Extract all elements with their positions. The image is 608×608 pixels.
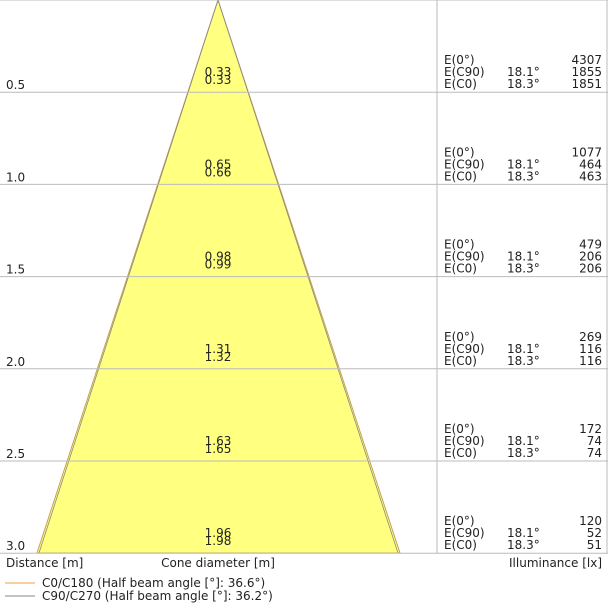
- illuminance: 479: [579, 238, 602, 252]
- label: E(0°): [444, 422, 475, 436]
- distance: 2.0: [6, 355, 25, 369]
- illuminance: 1855: [571, 65, 602, 79]
- angle: 18.3°: [507, 169, 540, 183]
- illuminance: 269: [579, 330, 602, 344]
- label: E(C0): [444, 446, 477, 460]
- angle: 18.1°: [507, 434, 540, 448]
- angle: 18.1°: [507, 526, 540, 540]
- angle: 18.3°: [507, 262, 540, 276]
- label: E(C90): [444, 157, 485, 171]
- label: E(0°): [444, 145, 475, 159]
- illuminance: 464: [579, 157, 602, 171]
- distance: 1.5: [6, 263, 25, 277]
- distance: 2.5: [6, 447, 25, 461]
- label: E(C90): [444, 250, 485, 264]
- distance: 1.0: [6, 170, 25, 184]
- illuminance: 74: [587, 446, 602, 460]
- angle: 18.1°: [507, 157, 540, 171]
- illuminance: 4307: [571, 53, 602, 67]
- illuminance: 52: [587, 526, 602, 540]
- illuminance: 206: [579, 262, 602, 276]
- angle: 18.3°: [507, 77, 540, 91]
- angle: 18.1°: [507, 65, 540, 79]
- footer-illuminance: Illuminance [lx]: [509, 556, 602, 570]
- label: E(C90): [444, 65, 485, 79]
- footer-distance: Distance [m]: [6, 556, 83, 570]
- diameter: 0.33: [205, 65, 232, 79]
- label: E(0°): [444, 514, 475, 528]
- label: E(C90): [444, 434, 485, 448]
- distance: 0.5: [6, 78, 25, 92]
- distance: 3.0: [6, 539, 25, 553]
- illuminance: 463: [579, 169, 602, 183]
- diameter: 0.98: [205, 250, 232, 264]
- diameter: 1.96: [205, 526, 232, 540]
- label: E(0°): [444, 238, 475, 252]
- diameter: 0.99: [205, 258, 232, 272]
- illuminance: 1851: [571, 77, 602, 91]
- angle: 18.1°: [507, 250, 540, 264]
- illuminance: 1077: [571, 145, 602, 159]
- illuminance: 116: [579, 354, 602, 368]
- angle: 18.3°: [507, 538, 540, 552]
- label: E(C0): [444, 169, 477, 183]
- legend-text: C90/C270 (Half beam angle [°]: 36.2°): [42, 589, 273, 603]
- label: E(C90): [444, 342, 485, 356]
- angle: 18.1°: [507, 342, 540, 356]
- diameter: 0.65: [205, 157, 232, 171]
- label: E(C0): [444, 354, 477, 368]
- diameter: 1.32: [205, 350, 232, 364]
- illuminance: 74: [587, 434, 602, 448]
- illuminance: 206: [579, 250, 602, 264]
- illuminance: 120: [579, 514, 602, 528]
- diameter: 0.66: [205, 165, 232, 179]
- label: E(C0): [444, 262, 477, 276]
- illuminance: 172: [579, 422, 602, 436]
- label: E(C0): [444, 77, 477, 91]
- diameter: 1.31: [205, 342, 232, 356]
- rows: 0.50.330.33E(0°)E(C90)E(C0)18.1°18.3°430…: [0, 53, 608, 554]
- angle: 18.3°: [507, 354, 540, 368]
- diameter: 0.33: [205, 73, 232, 87]
- label: E(C0): [444, 538, 477, 552]
- footer-diameter: Cone diameter [m]: [161, 556, 275, 570]
- legend-text: C0/C180 (Half beam angle [°]: 36.6°): [42, 576, 265, 590]
- label: E(C90): [444, 526, 485, 540]
- label: E(0°): [444, 330, 475, 344]
- diameter: 1.63: [205, 434, 232, 448]
- illuminance: 51: [587, 538, 602, 552]
- label: E(0°): [444, 53, 475, 67]
- angle: 18.3°: [507, 446, 540, 460]
- diameter: 1.65: [205, 442, 232, 456]
- illuminance: 116: [579, 342, 602, 356]
- diameter: 1.98: [205, 534, 232, 548]
